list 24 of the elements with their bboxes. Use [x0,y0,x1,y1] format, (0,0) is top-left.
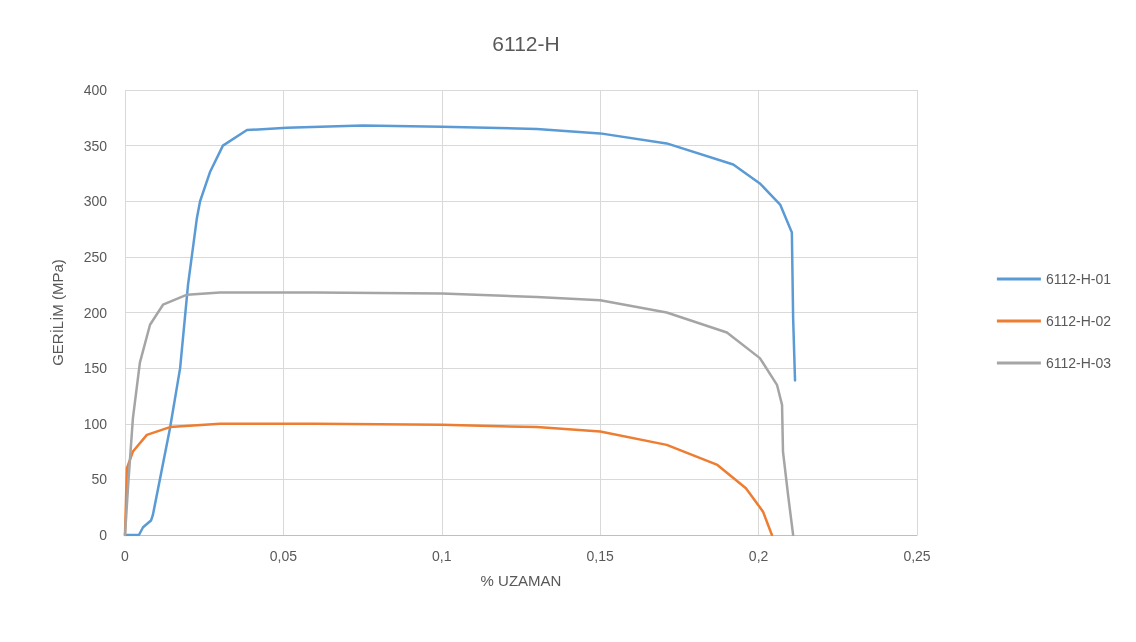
y-axis-title: GERİLİM (MPa) [49,259,66,366]
x-tick-label: 0 [121,548,130,564]
line-series [123,291,795,537]
y-tick-label: 150 [83,360,108,377]
legend-label: 6112-H-02 [1045,313,1112,329]
legend-label: 6112-H-03 [1045,355,1112,371]
y-tick-label: 100 [83,415,108,432]
y-tick-label: 0 [99,527,108,543]
y-tick-label: 400 [83,82,108,98]
x-tick-label: 0,25 [903,548,931,564]
y-tick-label: 350 [83,137,108,154]
x-tick-label: 0,1 [432,548,452,564]
x-tick-label: 0,2 [748,548,769,564]
chart-title: 6112-H [492,32,560,55]
y-tick-label: 50 [91,471,108,488]
line-series [123,422,774,537]
x-tick-label: 0,05 [269,548,298,564]
y-tick-label: 250 [83,248,108,265]
y-tick-label: 200 [83,304,108,321]
line-series [123,124,797,537]
y-tick-label: 300 [83,193,108,210]
x-tick-label: 0,15 [586,548,615,564]
x-axis-title: % UZAMAN [480,572,562,589]
legend-label: 6112-H-01 [1045,271,1112,287]
